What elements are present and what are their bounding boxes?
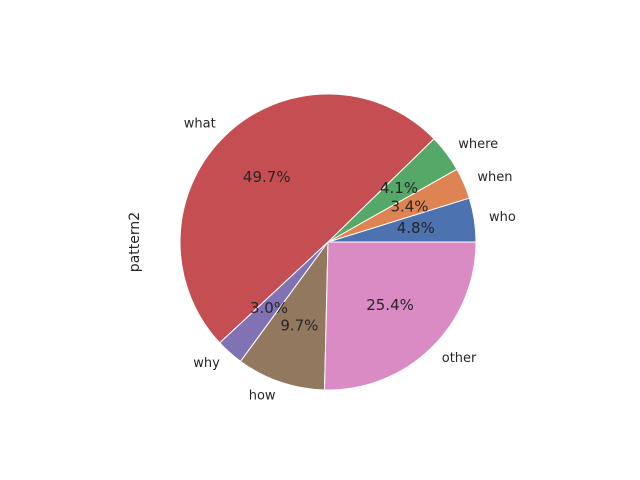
pie-slices bbox=[179, 93, 477, 391]
pie-percent-why: 3.0% bbox=[250, 299, 288, 317]
pie-percent-labels: 4.8% 3.4%4.1% 49.7% 3.0%9.7% 25.4% bbox=[243, 168, 435, 334]
pie-percent-where: 4.1% bbox=[380, 179, 418, 197]
pie-percent-other: 25.4% bbox=[366, 296, 414, 314]
pie-label-other: other bbox=[442, 351, 477, 366]
pie-label-how: how bbox=[249, 389, 276, 404]
pie-label-why: why bbox=[193, 356, 220, 371]
pie-percent-who: 4.8% bbox=[397, 219, 435, 237]
pie-label-where: where bbox=[458, 137, 498, 152]
pie-percent-what: 49.7% bbox=[243, 168, 291, 186]
pie-label-what: what bbox=[184, 117, 216, 132]
pie-percent-how: 9.7% bbox=[280, 317, 318, 335]
pie-slice-other bbox=[324, 241, 477, 391]
pie-slice-labels: who when where what why how other bbox=[184, 117, 516, 404]
pie-slice-what bbox=[179, 93, 435, 344]
pie-label-when: when bbox=[477, 170, 512, 185]
pie-percent-when: 3.4% bbox=[390, 197, 428, 215]
pie-slice-how bbox=[240, 241, 329, 391]
y-axis-label: pattern2 bbox=[127, 212, 143, 272]
pie-label-who: who bbox=[489, 210, 516, 225]
